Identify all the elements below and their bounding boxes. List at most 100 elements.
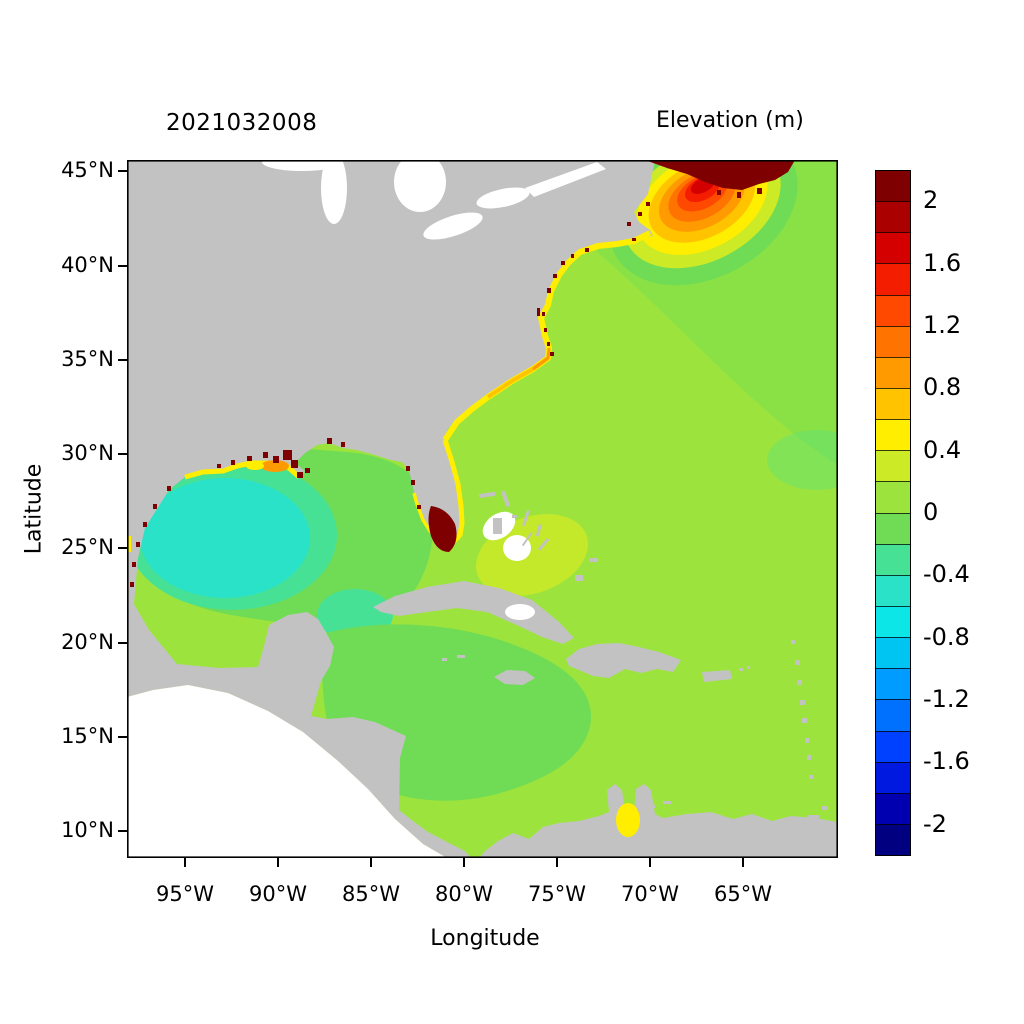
- cayman-islands: [442, 655, 465, 661]
- y-tick-label: 15°N: [61, 723, 114, 748]
- colorbar-title: Elevation (m): [656, 108, 804, 133]
- colorbar: [875, 170, 911, 856]
- x-tick: [463, 858, 465, 867]
- lake-erie: [423, 212, 483, 240]
- y-tick: [118, 453, 127, 455]
- x-tick: [649, 858, 651, 867]
- y-tick-label: 10°N: [61, 818, 114, 842]
- land-north-america: [127, 160, 655, 858]
- colorbar-tick-label: 2: [923, 186, 939, 215]
- everglades-max-patch: [428, 506, 457, 552]
- colorbar-band-6: [876, 356, 910, 388]
- texas-yellow-patch: [127, 536, 131, 552]
- x-tick-label: 85°W: [342, 882, 400, 906]
- x-tick: [370, 858, 372, 867]
- x-tick: [556, 858, 558, 867]
- midatlantic-coast-speckles: [537, 202, 650, 356]
- colorbar-band-4: [876, 294, 910, 326]
- y-tick-label: 25°N: [61, 535, 114, 560]
- plot-frame: [127, 160, 838, 858]
- colorbar-tick-label: -1.6: [923, 747, 970, 776]
- y-tick: [118, 547, 127, 550]
- colorbar-band-5: [876, 325, 910, 357]
- lake-michigan: [321, 160, 347, 224]
- maracaibo-high-spot: [616, 803, 640, 837]
- colorbar-band-12: [876, 543, 910, 575]
- colorbar-band-0: [876, 171, 910, 202]
- island-hispaniola: [566, 643, 681, 678]
- bahama-banks: [482, 511, 531, 561]
- colorbar-tick-label: 0.8: [923, 373, 962, 402]
- land-south-america: [479, 784, 838, 858]
- colorbar-band-1: [876, 201, 910, 233]
- hatteras-orange-fringe: [532, 347, 551, 371]
- island-cuba: [373, 581, 574, 644]
- y-tick: [118, 641, 127, 644]
- ocean-sargasso-patch: [767, 430, 838, 490]
- colorbar-band-17: [876, 699, 910, 731]
- y-tick-label: 40°N: [61, 252, 114, 277]
- x-tick-label: 65°W: [714, 882, 772, 906]
- pacific-no-data: [127, 685, 447, 858]
- y-tick: [118, 735, 127, 738]
- gulf-of-mexico-low: [140, 478, 310, 598]
- texas-coast-speckles: [130, 486, 171, 587]
- y-tick-label: 30°N: [61, 441, 114, 465]
- x-tick-label: 70°W: [621, 882, 679, 906]
- x-tick: [277, 858, 279, 867]
- st-lawrence-river: [525, 162, 606, 197]
- timestamp-title: 2021032008: [166, 110, 318, 136]
- y-tick: [118, 264, 127, 267]
- colorbar-band-18: [876, 730, 910, 762]
- colorbar-band-14: [876, 605, 910, 638]
- x-tick: [742, 858, 744, 867]
- island-jamaica: [494, 670, 535, 685]
- colorbar-band-9: [876, 450, 910, 482]
- y-tick: [118, 830, 127, 832]
- louisiana-yellow-patch: [246, 462, 264, 470]
- great-lakes: [262, 160, 606, 240]
- colorbar-band-13: [876, 574, 910, 606]
- colorbar-band-8: [876, 419, 910, 451]
- bay-of-fundy-max: [645, 160, 795, 190]
- colorbar-band-15: [876, 637, 910, 669]
- bahamas-islands: [479, 490, 598, 581]
- colorbar-band-3: [876, 263, 910, 295]
- colorbar-tick-label: 0: [923, 498, 939, 526]
- map-canvas: [127, 160, 838, 858]
- x-tick-label: 75°W: [528, 882, 586, 906]
- colorbar-tick-label: 0.4: [923, 435, 962, 464]
- louisiana-max-speckles: [217, 438, 345, 478]
- y-tick-label: 45°N: [61, 158, 114, 183]
- colorbar-band-21: [876, 823, 910, 856]
- fundy-speckles: [717, 188, 762, 198]
- louisiana-orange-patch: [261, 460, 289, 472]
- florida-west-speckles: [406, 466, 421, 509]
- y-tick-label: 20°N: [61, 629, 114, 654]
- lake-ontario: [476, 187, 530, 209]
- colorbar-tick-label: -0.8: [923, 622, 970, 651]
- lesser-antilles: [637, 640, 828, 824]
- y-tick: [118, 358, 127, 361]
- colorbar-tick-label: -1.2: [923, 685, 970, 714]
- lake-superior: [262, 160, 342, 171]
- colorbar-band-20: [876, 792, 910, 824]
- colorbar-tick-label: -2: [923, 809, 947, 838]
- colorbar-band-10: [876, 481, 910, 513]
- x-tick: [184, 858, 186, 867]
- x-tick-label: 95°W: [156, 882, 214, 906]
- x-tick-label: 90°W: [249, 882, 307, 906]
- x-tick-label: 80°W: [435, 882, 493, 906]
- florida-east-fringe: [442, 439, 465, 546]
- y-tick-label: 35°N: [61, 346, 114, 371]
- colorbar-tick-label: -0.4: [923, 560, 970, 589]
- island-puerto-rico: [702, 670, 732, 682]
- colorbar-band-7: [876, 387, 910, 420]
- colorbar-tick-label: 1.6: [923, 248, 962, 277]
- cayman-bank-white: [505, 604, 535, 620]
- y-tick: [118, 170, 127, 173]
- colorbar-band-19: [876, 761, 910, 793]
- colorbar-band-2: [876, 232, 910, 264]
- colorbar-band-11: [876, 512, 910, 544]
